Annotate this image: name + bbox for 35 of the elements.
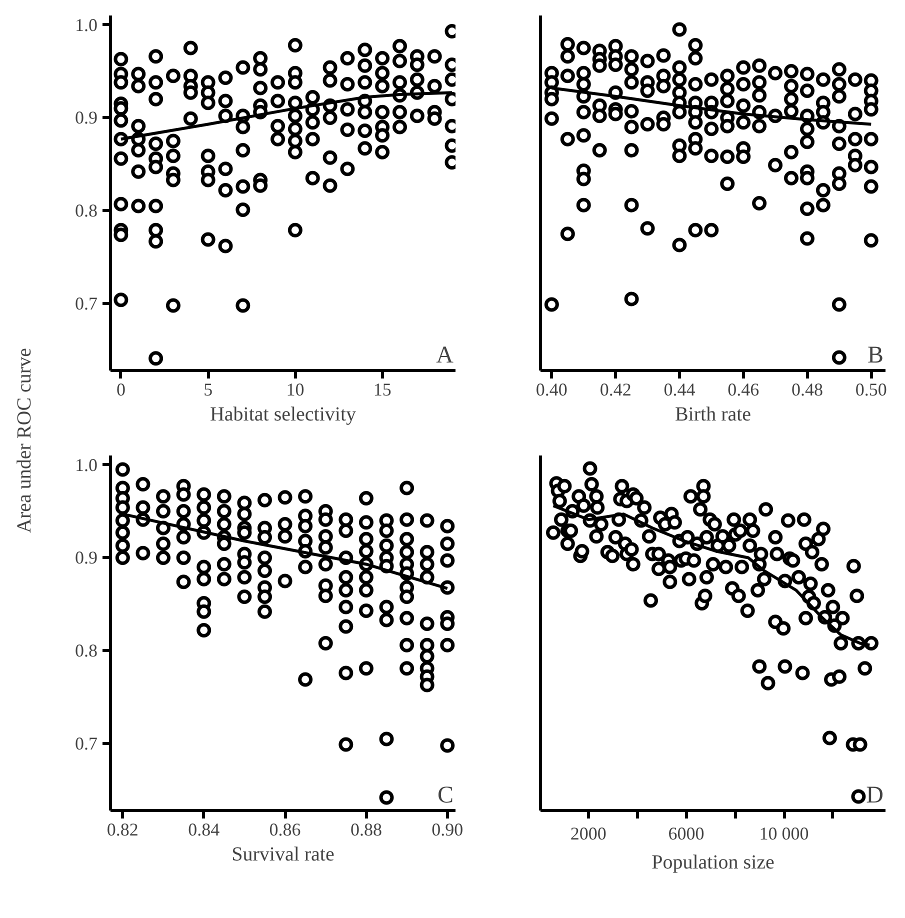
x-tick-label: 0.90: [432, 820, 464, 840]
x-tick-label: 0.50: [855, 380, 887, 400]
y-tick-label: 0.7: [75, 294, 98, 314]
x-axis-title: Population size: [652, 852, 775, 874]
x-tick-label: 0.84: [188, 820, 220, 840]
x-tick-label: 10 000: [759, 824, 809, 844]
y-tick-label: 0.9: [75, 548, 98, 568]
x-tick-label: 5: [204, 380, 213, 400]
y-tick-label: 1.0: [75, 454, 98, 475]
x-tick-label: 0.46: [728, 380, 760, 400]
x-axis-title: Survival rate: [232, 844, 334, 866]
y-tick-label: 0.8: [75, 200, 98, 221]
y-tick-label: 0.8: [75, 640, 98, 661]
x-tick-label: 6000: [668, 824, 704, 844]
x-tick-label: 2000: [570, 824, 606, 844]
annotation: C: [437, 782, 454, 808]
x-tick-label: 0.48: [791, 380, 823, 400]
y-tick-label: 1.0: [75, 14, 98, 35]
x-tick-label: 0.44: [664, 380, 696, 400]
annotation: B: [867, 342, 884, 368]
x-tick-label: 10: [286, 380, 304, 400]
x-axis-title: Habitat selectivity: [210, 404, 356, 426]
x-axis-title: Birth rate: [674, 404, 752, 426]
x-tick-label: 15: [373, 380, 392, 400]
x-tick-label: 0.40: [536, 380, 568, 400]
y-axis-title: Area under ROC curve: [14, 348, 36, 533]
y-tick-label: 0.9: [75, 108, 98, 128]
x-tick-label: 0.82: [106, 820, 138, 840]
y-tick-label: 0.7: [75, 734, 98, 754]
annotation: D: [866, 782, 884, 808]
x-tick-label: 0: [116, 380, 126, 400]
x-tick-label: 0.88: [350, 820, 382, 840]
annotation: A: [436, 342, 454, 368]
x-tick-label: 0.86: [269, 820, 301, 840]
x-tick-label: 0.42: [600, 380, 632, 400]
